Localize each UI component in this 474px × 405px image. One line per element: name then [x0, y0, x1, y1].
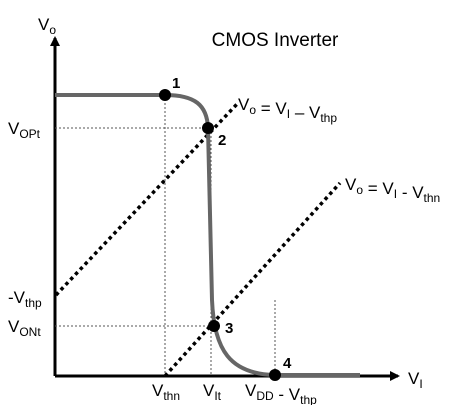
x-axis-label: VI: [408, 369, 423, 391]
y-label: VONt: [8, 317, 41, 339]
label-text: = V: [363, 179, 394, 198]
label-subscript: thn: [163, 389, 180, 403]
label-subscript: o: [356, 183, 363, 197]
y-label: -Vthp: [8, 288, 42, 310]
label-text: V: [245, 381, 257, 400]
label-subscript: I: [394, 187, 397, 201]
label-subscript: thp: [320, 111, 337, 125]
label-subscript: thn: [424, 191, 441, 205]
y-label: VOPt: [8, 119, 41, 141]
label-text: - V: [397, 183, 424, 202]
point-label: 1: [172, 75, 180, 92]
point: [208, 320, 220, 332]
label-text: - V: [274, 385, 301, 404]
line-label: Vo = VI - Vthn: [345, 175, 440, 205]
label-subscript: It: [214, 389, 221, 403]
label-subscript: I: [287, 107, 290, 121]
label-subscript: o: [49, 23, 56, 37]
label-text: V: [8, 317, 20, 336]
label-text: – V: [290, 103, 321, 122]
label-text: V: [8, 119, 20, 138]
label-text: V: [203, 381, 215, 400]
x-label: VIt: [203, 381, 222, 403]
label-text: V: [38, 15, 50, 34]
x-label: Vthn: [152, 381, 180, 403]
point-label: 3: [225, 320, 233, 337]
label-subscript: thp: [25, 296, 42, 310]
label-subscript: o: [249, 103, 256, 117]
point: [269, 369, 281, 381]
y-axis-label: Vo: [38, 15, 56, 37]
point: [202, 122, 214, 134]
point-label: 4: [283, 355, 292, 372]
label-subscript: DD: [256, 389, 274, 403]
label-text: V: [345, 175, 357, 194]
title: CMOS Inverter: [212, 30, 339, 51]
line-label: Vo = VI – Vthp: [238, 95, 337, 125]
transfer-curve: [55, 93, 360, 377]
load-line: [163, 181, 342, 378]
point: [159, 89, 171, 101]
x-label: VDD - Vthp: [245, 381, 317, 405]
label-subscript: I: [419, 377, 422, 391]
label-subscript: OPt: [19, 127, 40, 141]
point-label: 2: [218, 132, 226, 149]
label-text: V: [408, 369, 420, 388]
label-subscript: thp: [300, 393, 317, 405]
label-text: -V: [8, 288, 26, 307]
label-text: V: [238, 95, 250, 114]
label-text: = V: [256, 99, 287, 118]
label-subscript: ONt: [19, 325, 41, 339]
label-text: V: [152, 381, 164, 400]
